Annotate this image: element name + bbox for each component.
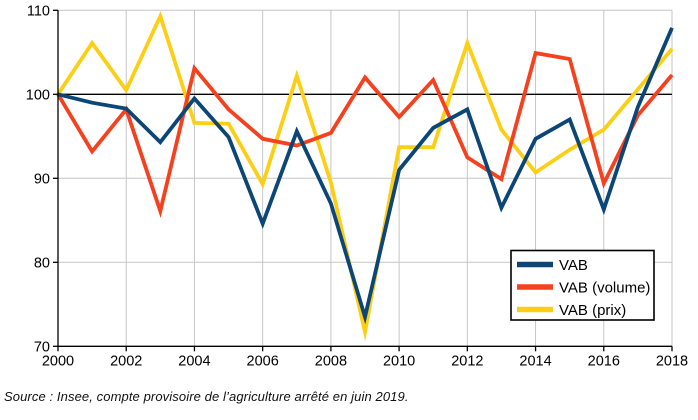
x-tick-label-2014: 2014 xyxy=(519,353,551,369)
y-tick-label-100: 100 xyxy=(26,87,50,103)
y-tick-label-90: 90 xyxy=(34,171,50,187)
legend-label-2: VAB (volume) xyxy=(559,280,650,297)
axis-labels: 70 80 90 100 110 2000 2002 2004 2006 2008 2010 2012… xyxy=(26,3,688,369)
x-tick-label-2018: 2018 xyxy=(656,353,688,369)
series-line-vab-prix xyxy=(56,10,674,342)
x-tick-label-2016: 2016 xyxy=(588,353,620,369)
x-tick-label-2006: 2006 xyxy=(247,353,279,369)
series-lines xyxy=(56,10,674,342)
legend-label-1: VAB xyxy=(559,257,588,274)
y-tick-label-110: 110 xyxy=(27,3,50,19)
x-tick-label-2012: 2012 xyxy=(451,353,483,369)
x-tick-label-2002: 2002 xyxy=(110,353,142,369)
legend: VAB VAB (volume) VAB (prix) xyxy=(510,249,655,321)
x-tick-label-2008: 2008 xyxy=(315,353,347,369)
y-tick-label-80: 80 xyxy=(34,255,50,271)
source-note: Source : Insee, compte provisoire de l’a… xyxy=(4,389,409,404)
series-line-vab xyxy=(57,27,674,325)
x-tick-label-2000: 2000 xyxy=(42,353,74,369)
line-chart: 70 80 90 100 110 2000 2002 2004 2006 2008 2010 2012… xyxy=(26,3,688,369)
x-tick-label-2010: 2010 xyxy=(383,353,415,369)
series-line-vab-volume xyxy=(56,50,674,218)
legend-label-3: VAB (prix) xyxy=(559,302,626,319)
x-tick-label-2004: 2004 xyxy=(178,353,210,369)
axes xyxy=(53,9,673,352)
y-tick-label-70: 70 xyxy=(34,339,50,355)
